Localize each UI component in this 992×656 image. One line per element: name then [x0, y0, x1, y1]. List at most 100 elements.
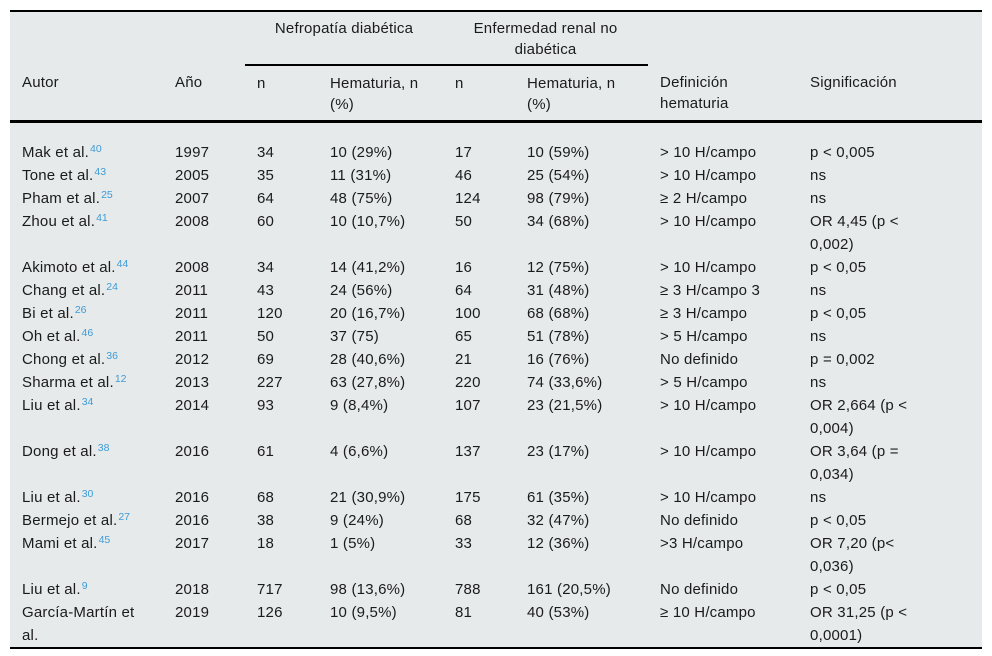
nrd-n-cell: 107 [455, 397, 481, 414]
nrd-hematuria-cell: 25 (54%) [527, 167, 590, 184]
author-name: Bi et al. [22, 305, 74, 322]
ano-cell: 2016 [175, 443, 210, 460]
citation-ref[interactable]: 44 [116, 258, 129, 270]
table-row: Bi et al.26 2011 120 20 (16,7%) 100 68 (68%) ≥… [10, 302, 982, 325]
table-row: Dong et al.38 2016 61 4 (6,6%) 137 23 (17%) > … [10, 440, 982, 486]
citation-ref[interactable]: 43 [94, 166, 107, 178]
nd-hematuria-cell: 1 (5%) [330, 535, 376, 552]
nd-n-cell: 61 [257, 443, 275, 460]
nd-hematuria-cell: 4 (6,6%) [330, 443, 389, 460]
col-header-ano: Año [163, 65, 245, 123]
nd-n-cell: 60 [257, 213, 275, 230]
group-header-row: Nefropatía diabética Enfermedad renal no… [10, 11, 982, 66]
author-name: Zhou et al. [22, 213, 96, 230]
nrd-n-cell: 64 [455, 282, 473, 299]
significacion-cell: ns [810, 282, 827, 299]
author-name: Liu et al. [22, 397, 81, 414]
significacion-cell: p < 0,05 [810, 305, 867, 322]
table-row: Liu et al.34 2014 93 9 (8,4%) 107 23 (21,5%) >… [10, 394, 982, 440]
nrd-hematuria-cell: 74 (33,6%) [527, 374, 603, 391]
nrd-n-cell: 46 [455, 167, 473, 184]
table-row: Sharma et al.12 2013 227 63 (27,8%) 220 74 (3… [10, 371, 982, 394]
author-cell: Liu et al.30 [10, 486, 163, 509]
significacion-cell: ns [810, 167, 827, 184]
definicion-cell: > 10 H/campo [660, 489, 757, 506]
nrd-hematuria-cell: 10 (59%) [527, 144, 590, 161]
author-name: Liu et al. [22, 581, 81, 598]
citation-ref[interactable]: 45 [98, 534, 111, 546]
col-header-nd-hematuria: Hematuria, n (%) [318, 65, 444, 123]
nd-n-cell: 120 [257, 305, 283, 322]
table-row: García-Martín et al. 2019 126 10 (9,5%) 81 40… [10, 601, 982, 648]
author-name: Pham et al. [22, 190, 101, 207]
ano-cell: 1997 [175, 144, 210, 161]
citation-ref[interactable]: 24 [106, 281, 118, 293]
author-name: Chong et al. [22, 351, 106, 368]
citation-ref[interactable]: 26 [74, 304, 87, 316]
table-row: Liu et al.30 2016 68 21 (30,9%) 175 61 (35%) >… [10, 486, 982, 509]
nd-n-cell: 38 [257, 512, 275, 529]
nd-hematuria-cell: 10 (9,5%) [330, 604, 397, 621]
column-header-row: Autor Año n Hematuria, n (%) n Hematuria… [10, 65, 983, 123]
table-row: Akimoto et al.44 2008 34 14 (41,2%) 16 12 (75… [10, 256, 982, 279]
citation-ref[interactable]: 27 [118, 511, 131, 523]
nrd-hematuria-cell: 51 (78%) [527, 328, 590, 345]
table-header: Nefropatía diabética Enfermedad renal no… [10, 11, 983, 123]
citation-ref[interactable]: 12 [114, 373, 127, 385]
definicion-cell: ≥ 10 H/campo [660, 604, 756, 621]
nrd-n-cell: 788 [455, 581, 481, 598]
nrd-hematuria-cell: 23 (17%) [527, 443, 590, 460]
nd-n-cell: 93 [257, 397, 275, 414]
nd-n-cell: 227 [257, 374, 283, 391]
significacion-cell: OR 31,25 (p < 0,0001) [810, 604, 908, 644]
nd-n-cell: 126 [257, 604, 283, 621]
citation-ref[interactable]: 40 [90, 143, 102, 155]
citation-ref[interactable]: 36 [106, 350, 118, 362]
significacion-cell: ns [810, 328, 827, 345]
definicion-cell: >3 H/campo [660, 535, 744, 552]
author-cell: Tone et al.43 [10, 164, 163, 187]
hematuria-studies-table: Nefropatía diabética Enfermedad renal no… [10, 10, 983, 649]
author-cell: Pham et al.25 [10, 187, 163, 210]
table-row: Tone et al.43 2005 35 11 (31%) 46 25 (54%) > 1… [10, 164, 982, 187]
group-header-enfermedad-renal-no-diabetica: Enfermedad renal no diabética [443, 11, 649, 66]
nrd-hematuria-cell: 32 (47%) [527, 512, 590, 529]
significacion-cell: OR 3,64 (p = 0,034) [810, 443, 899, 483]
definicion-cell: > 10 H/campo [660, 144, 757, 161]
table-row: Bermejo et al.27 2016 38 9 (24%) 68 32 (47%) N… [10, 509, 982, 532]
ano-cell: 2014 [175, 397, 210, 414]
col-header-nrd-n: n [443, 65, 516, 123]
author-name: García-Martín et al. [22, 604, 135, 644]
nrd-n-cell: 16 [455, 259, 473, 276]
definicion-cell: No definido [660, 581, 739, 598]
significacion-cell: p = 0,002 [810, 351, 875, 368]
definicion-cell: > 5 H/campo [660, 374, 748, 391]
ano-cell: 2016 [175, 512, 210, 529]
nd-n-cell: 68 [257, 489, 275, 506]
citation-ref[interactable]: 41 [96, 212, 108, 224]
definicion-cell: ≥ 2 H/campo [660, 190, 748, 207]
author-cell: Mak et al.40 [10, 122, 163, 165]
citation-ref[interactable]: 25 [101, 189, 113, 201]
citation-ref[interactable]: 34 [81, 396, 94, 408]
ano-cell: 2018 [175, 581, 210, 598]
citation-ref[interactable]: 9 [81, 580, 88, 592]
author-cell: Mami et al.45 [10, 532, 163, 578]
nrd-hematuria-cell: 61 (35%) [527, 489, 590, 506]
author-name: Oh et al. [22, 328, 81, 345]
significacion-cell: OR 2,664 (p < 0,004) [810, 397, 908, 437]
nd-hematuria-cell: 11 (31%) [330, 167, 392, 184]
author-name: Dong et al. [22, 443, 97, 460]
definicion-cell: No definido [660, 351, 739, 368]
table-row: Pham et al.25 2007 64 48 (75%) 124 98 (79%) ≥ … [10, 187, 982, 210]
nrd-hematuria-cell: 16 (76%) [527, 351, 590, 368]
ano-cell: 2005 [175, 167, 210, 184]
citation-ref[interactable]: 38 [97, 442, 110, 454]
nrd-n-cell: 68 [455, 512, 473, 529]
citation-ref[interactable]: 46 [81, 327, 94, 339]
col-header-nd-n: n [245, 65, 318, 123]
citation-ref[interactable]: 30 [81, 488, 94, 500]
author-name: Liu et al. [22, 489, 81, 506]
nd-hematuria-cell: 9 (8,4%) [330, 397, 389, 414]
